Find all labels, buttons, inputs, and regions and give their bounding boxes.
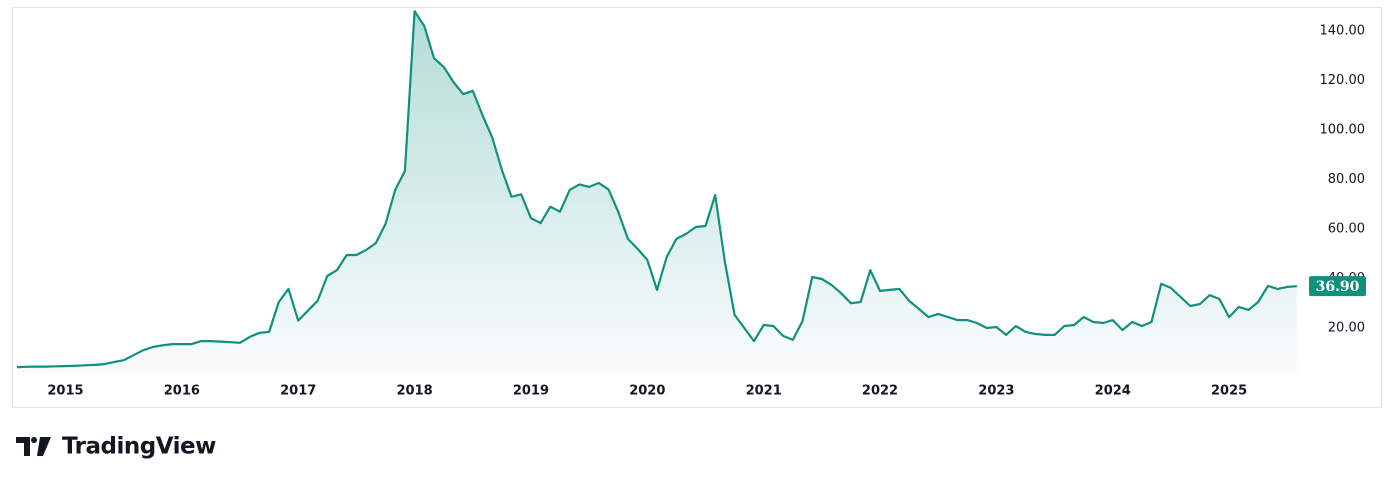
y-tick-label: 80.00 (1328, 172, 1365, 187)
logo-icon (16, 437, 51, 456)
chart-frame (12, 7, 1382, 408)
price-line (16, 10, 1298, 369)
x-tick-label: 2025 (1211, 384, 1247, 399)
y-tick-label: 100.00 (1320, 123, 1366, 138)
last-value-label: 36.90 (1316, 279, 1360, 295)
x-tick-label: 2019 (513, 384, 549, 399)
y-tick-label: 20.00 (1328, 320, 1365, 335)
x-tick-label: 2015 (47, 384, 83, 399)
x-tick-label: 2023 (978, 384, 1014, 399)
area-fill (17, 11, 1297, 375)
x-tick-label: 2016 (164, 384, 200, 399)
x-tick-label: 2021 (746, 384, 782, 399)
y-tick-label: 120.00 (1320, 73, 1366, 88)
y-tick-label: 60.00 (1328, 221, 1365, 236)
logo: TradingView (16, 434, 217, 460)
x-tick-label: 2017 (280, 384, 316, 399)
y-tick-label: 140.00 (1320, 24, 1366, 39)
x-tick-label: 2020 (629, 384, 665, 399)
x-tick-label: 2022 (862, 384, 898, 399)
x-tick-label: 2018 (396, 384, 432, 399)
last-value-badge (1309, 276, 1366, 297)
x-tick-label: 2024 (1095, 384, 1131, 399)
logo-text: TradingView (62, 434, 216, 460)
